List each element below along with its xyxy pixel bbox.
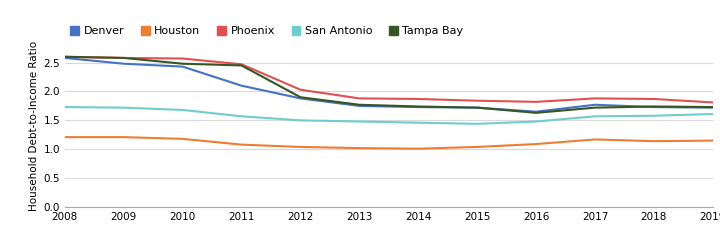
Houston [60, 136, 69, 139]
Tampa Bay [355, 103, 364, 106]
Y-axis label: Household Debt-to-Income Ratio: Household Debt-to-Income Ratio [29, 41, 39, 211]
Tampa Bay [708, 106, 717, 109]
Tampa Bay [590, 106, 599, 109]
Phoenix [296, 88, 305, 91]
San Antonio [296, 119, 305, 122]
Line: Phoenix: Phoenix [65, 57, 713, 102]
Line: San Antonio: San Antonio [65, 107, 713, 124]
Phoenix [414, 98, 423, 100]
Tampa Bay [296, 96, 305, 99]
Phoenix [237, 63, 246, 66]
Phoenix [60, 55, 69, 58]
Denver [237, 84, 246, 87]
Houston [532, 143, 541, 145]
San Antonio [179, 109, 187, 111]
Phoenix [120, 56, 128, 59]
Denver [649, 106, 658, 109]
Denver [296, 97, 305, 100]
Houston [414, 147, 423, 150]
Phoenix [590, 97, 599, 100]
Houston [473, 145, 482, 148]
San Antonio [355, 120, 364, 123]
Tampa Bay [237, 64, 246, 67]
Houston [296, 145, 305, 148]
San Antonio [60, 106, 69, 109]
Denver [120, 62, 128, 65]
Line: Houston: Houston [65, 137, 713, 149]
Denver [414, 106, 423, 109]
Denver [60, 56, 69, 59]
Denver [708, 106, 717, 109]
Houston [120, 136, 128, 139]
San Antonio [473, 122, 482, 125]
Tampa Bay [532, 111, 541, 114]
San Antonio [120, 106, 128, 109]
Line: Denver: Denver [65, 58, 713, 112]
Phoenix [532, 100, 541, 103]
Houston [708, 139, 717, 142]
Phoenix [355, 97, 364, 100]
Denver [179, 65, 187, 68]
Houston [590, 138, 599, 141]
Tampa Bay [60, 55, 69, 58]
Houston [355, 147, 364, 149]
Tampa Bay [649, 105, 658, 108]
San Antonio [649, 114, 658, 117]
Denver [355, 104, 364, 107]
Denver [473, 106, 482, 109]
Phoenix [179, 57, 187, 60]
Phoenix [708, 101, 717, 104]
San Antonio [590, 115, 599, 118]
Tampa Bay [120, 56, 128, 59]
Tampa Bay [473, 106, 482, 109]
Houston [179, 137, 187, 140]
Denver [590, 103, 599, 106]
Legend: Denver, Houston, Phoenix, San Antonio, Tampa Bay: Denver, Houston, Phoenix, San Antonio, T… [71, 26, 464, 36]
Line: Tampa Bay: Tampa Bay [65, 57, 713, 113]
San Antonio [532, 120, 541, 123]
Tampa Bay [179, 62, 187, 65]
San Antonio [237, 115, 246, 118]
Houston [237, 143, 246, 146]
Houston [649, 140, 658, 143]
San Antonio [708, 113, 717, 115]
Tampa Bay [414, 105, 423, 108]
San Antonio [414, 121, 423, 124]
Denver [532, 110, 541, 113]
Phoenix [473, 99, 482, 102]
Phoenix [649, 98, 658, 100]
